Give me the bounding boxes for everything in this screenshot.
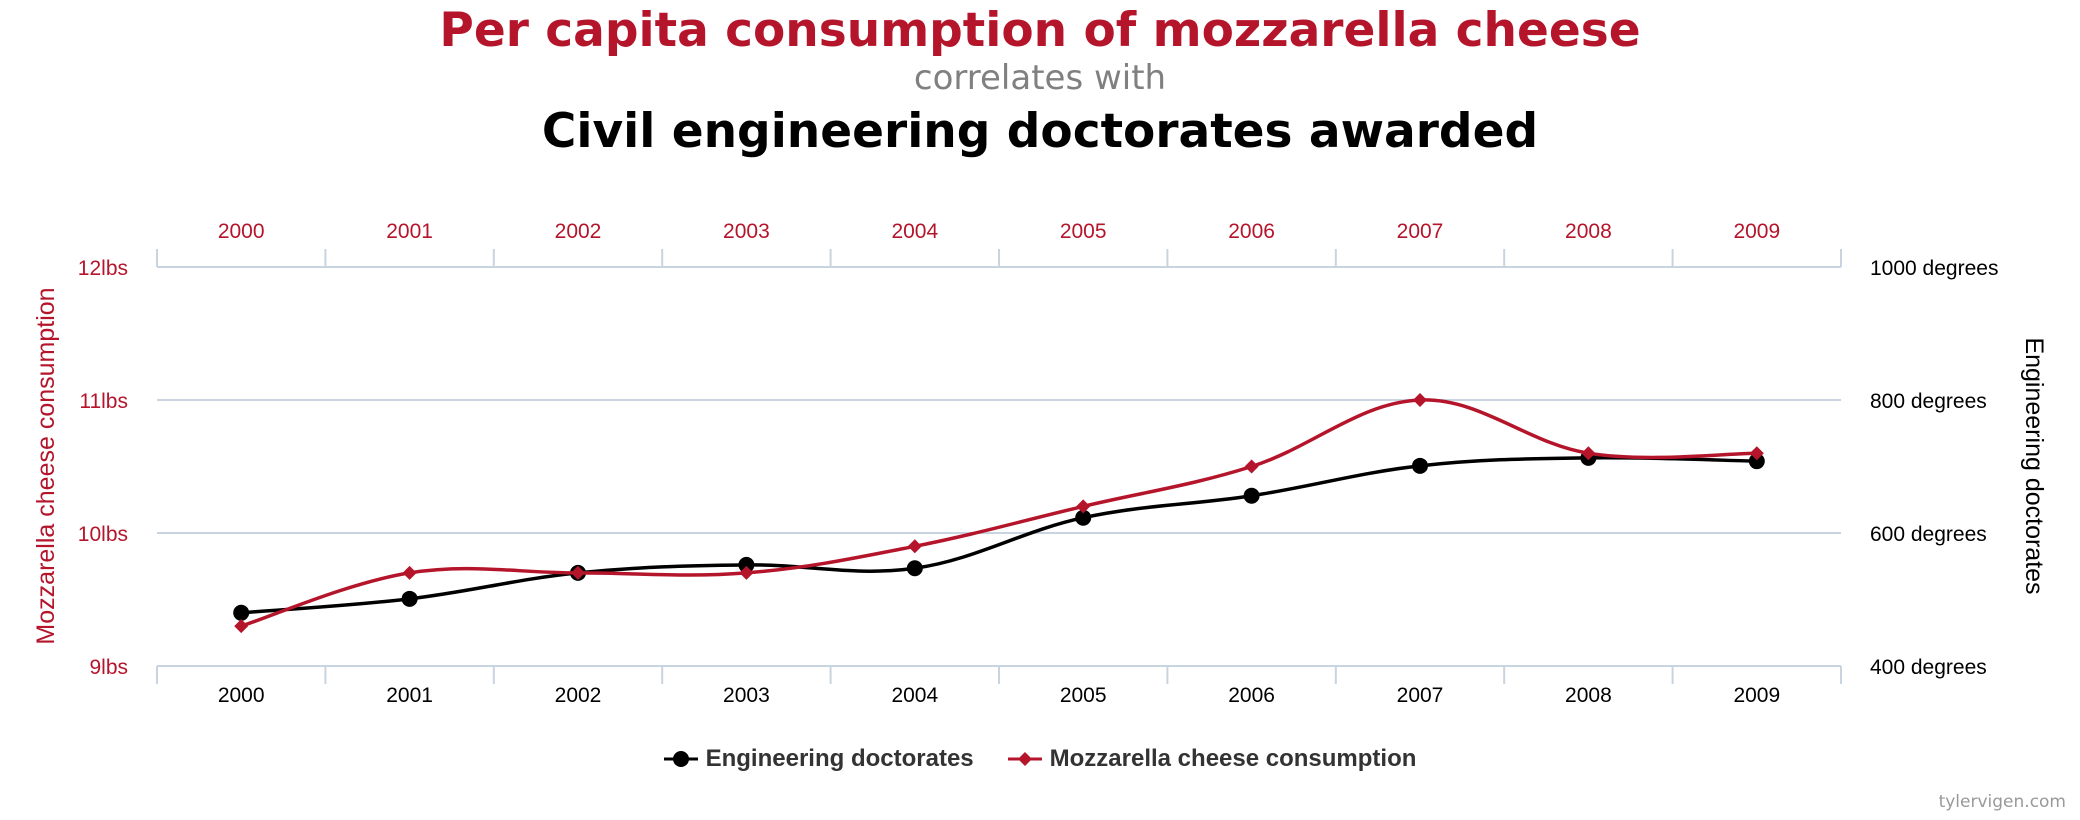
data-point-mozzarella <box>571 565 585 580</box>
bottom-x-tick-label: 2005 <box>1060 684 1107 707</box>
legend-item-doctorates[interactable]: Engineering doctorates <box>663 745 974 773</box>
left-y-tick-label: 11lbs <box>79 390 128 413</box>
data-point-doctorates <box>1075 509 1092 526</box>
chart-secondary-title: Civil engineering doctorates awarded <box>541 104 1539 159</box>
legend-label-doctorates: Engineering doctorates <box>705 745 974 772</box>
data-point-mozzarella <box>1581 446 1596 461</box>
data-point-doctorates <box>1412 457 1428 474</box>
bottom-x-tick-label: 2009 <box>1733 684 1780 707</box>
data-point-mozzarella <box>1244 459 1259 474</box>
right-y-tick-label: 400 degrees <box>1870 656 1987 679</box>
top-x-tick-label: 2001 <box>386 220 433 243</box>
circle-marker-icon <box>663 751 698 767</box>
left-axis-title: Mozzarella cheese consumption <box>32 287 60 644</box>
bottom-x-tick-label: 2008 <box>1565 684 1612 707</box>
bottom-x-tick-label: 2004 <box>891 684 938 707</box>
top-x-tick-label: 2007 <box>1397 220 1444 243</box>
data-point-doctorates <box>906 560 923 577</box>
series-line-doctorates <box>241 455 1757 615</box>
top-x-tick-label: 2006 <box>1228 220 1275 243</box>
right-y-tick-label: 800 degrees <box>1870 390 1987 413</box>
top-x-tick-label: 2005 <box>1060 220 1107 243</box>
left-y-tick-label: 9lbs <box>89 656 128 679</box>
data-point-mozzarella <box>1076 499 1091 514</box>
legend-item-mozzarella[interactable]: Mozzarella cheese consumption <box>1007 745 1417 773</box>
legend-label-mozzarella: Mozzarella cheese consumption <box>1049 745 1417 772</box>
left-y-tick-label: 10lbs <box>78 523 128 546</box>
data-point-mozzarella <box>1749 446 1764 461</box>
top-x-tick-label: 2002 <box>555 220 602 243</box>
diamond-marker-icon <box>1007 752 1042 766</box>
data-point-doctorates <box>738 556 755 573</box>
right-y-tick-label: 600 degrees <box>1870 523 1987 546</box>
bottom-x-tick-label: 2001 <box>386 684 433 707</box>
top-x-tick-label: 2008 <box>1565 220 1612 243</box>
data-point-doctorates <box>401 590 418 607</box>
top-x-tick-label: 2000 <box>218 220 265 243</box>
data-point-mozzarella <box>739 565 754 580</box>
bottom-x-tick-label: 2007 <box>1397 684 1444 707</box>
data-point-doctorates <box>1748 453 1765 470</box>
data-point-doctorates <box>233 604 250 621</box>
chart-title: Per capita consumption of mozzarella che… <box>439 3 1641 58</box>
data-point-mozzarella <box>1413 393 1427 407</box>
bottom-x-tick-label: 2003 <box>723 684 770 707</box>
data-point-mozzarella <box>234 619 249 634</box>
top-x-tick-label: 2009 <box>1733 220 1780 243</box>
right-axis-title: Engineering doctorates <box>2020 337 2048 594</box>
data-point-mozzarella <box>402 565 417 580</box>
bottom-x-tick-label: 2002 <box>555 684 602 707</box>
series-line-mozzarella <box>240 398 1757 628</box>
top-x-tick-label: 2003 <box>723 220 770 243</box>
chart-legend: Engineering doctorates Mozzarella cheese… <box>0 745 2080 773</box>
credit-text: tylervigen.com <box>1938 792 2066 812</box>
top-x-tick-label: 2004 <box>891 220 938 243</box>
right-y-tick-label: 1000 degrees <box>1870 257 1998 280</box>
left-y-tick-label: 12lbs <box>78 257 128 280</box>
chart-connector-text: correlates with <box>913 58 1167 98</box>
bottom-x-tick-label: 2006 <box>1228 684 1275 707</box>
bottom-x-tick-label: 2000 <box>218 684 265 707</box>
data-point-doctorates <box>1243 487 1260 504</box>
data-point-mozzarella <box>907 539 922 554</box>
